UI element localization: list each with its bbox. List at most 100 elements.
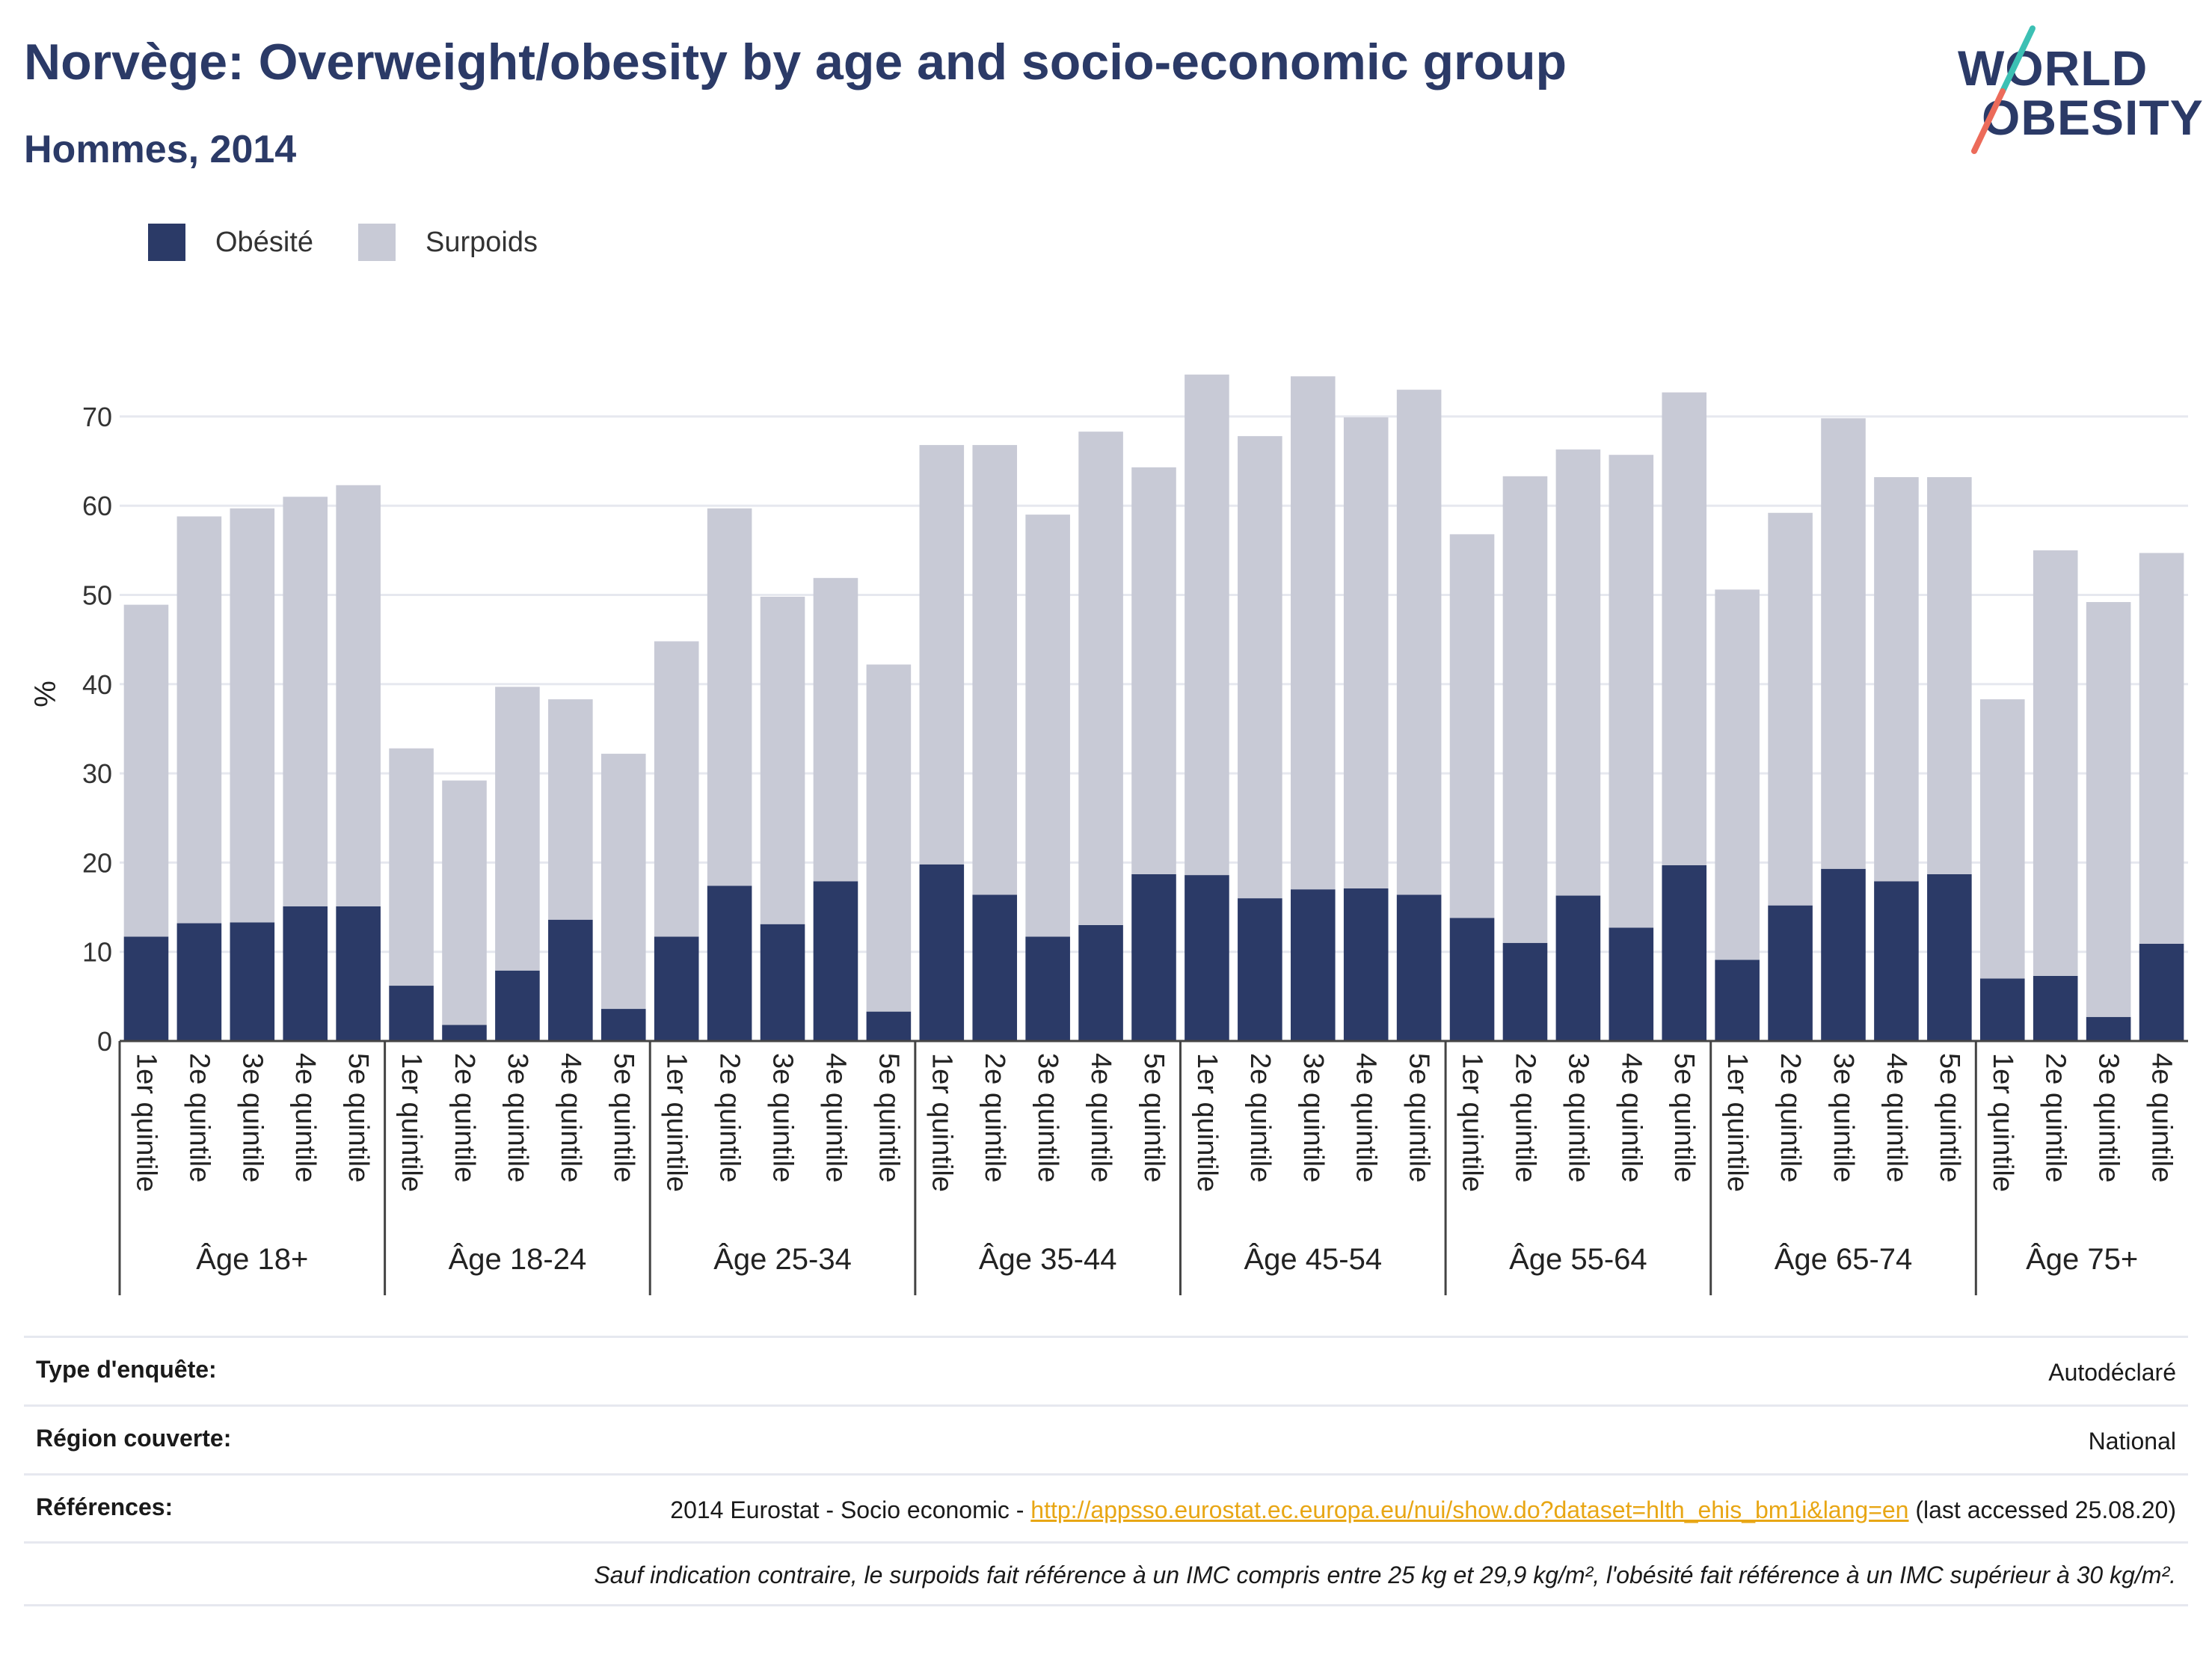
x-tick-label: 4e quintile [1881,1053,1912,1182]
bar-overweight [654,641,699,937]
bar-overweight [1768,512,1813,906]
x-tick-label: 4e quintile [1351,1053,1382,1182]
bar-obesity [1131,873,1176,1041]
x-tick-label: 2e quintile [2040,1053,2071,1182]
group-label: Âge 25-34 [713,1242,852,1276]
x-tick-label: 4e quintile [289,1053,321,1182]
bar-obesity [1821,868,1866,1041]
bar-obesity [1979,978,2025,1041]
bar-obesity [389,986,434,1041]
group-label: Âge 75+ [2026,1242,2138,1276]
bar-overweight [2033,550,2078,976]
bar-obesity [1768,905,1813,1041]
x-tick-label: 4e quintile [1085,1053,1116,1182]
legend-item-obesity[interactable]: Obésité [148,224,313,261]
x-tick-label: 3e quintile [502,1053,533,1182]
definition-note: Sauf indication contraire, le surpoids f… [594,1562,2176,1589]
references-suffix: (last accessed 25.08.20) [1908,1496,2176,1523]
x-tick-label: 3e quintile [767,1053,799,1182]
x-tick-label: 3e quintile [1297,1053,1329,1182]
logo-slash-icon [1971,25,2036,154]
bar-overweight [919,445,965,865]
x-tick-label: 5e quintile [1404,1053,1435,1182]
legend-label-obesity: Obésité [215,226,313,258]
bar-overweight [442,780,487,1025]
x-tick-label: 3e quintile [1562,1053,1594,1182]
y-tick-label: 70 [82,402,112,432]
x-tick-label: 4e quintile [555,1053,586,1182]
bar-obesity [1290,889,1336,1041]
region-value: National [2088,1427,2176,1455]
bar-overweight [972,445,1018,895]
group-label: Âge 35-44 [979,1242,1117,1276]
bar-overweight [336,485,381,906]
chart-title: Norvège: Overweight/obesity by age and s… [24,34,1567,90]
bar-overweight [123,604,169,937]
x-tick-label: 5e quintile [342,1053,374,1182]
bar-obesity [1927,873,1972,1041]
bar-overweight [600,753,646,1010]
bar-overweight [1290,376,1336,890]
bar-obesity [2086,1016,2131,1041]
bar-overweight [1662,392,1707,865]
bar-obesity [1343,888,1389,1041]
bar-overweight [1609,455,1654,928]
bar-obesity [760,924,805,1041]
x-tick-label: 5e quintile [873,1053,904,1182]
bar-obesity [1078,924,1123,1041]
references-link[interactable]: http://appsso.eurostat.ec.europa.eu/nui/… [1030,1496,1909,1523]
chart-subtitle: Hommes, 2014 [24,128,297,171]
bar-obesity [813,881,858,1041]
bar-overweight [230,508,275,923]
bar-obesity [123,936,169,1041]
bar-overweight [1185,374,1229,876]
x-tick-label: 4e quintile [820,1053,851,1182]
bar-overweight [1979,699,2025,979]
bar-overweight [1449,534,1495,918]
bar-obesity [2139,943,2184,1041]
bar-obesity [1185,875,1229,1041]
x-tick-label: 3e quintile [2093,1053,2125,1182]
legend-swatch-obesity [148,224,185,261]
bar-obesity [2033,975,2078,1041]
bar-obesity [866,1011,912,1041]
bar-overweight [1131,467,1176,874]
x-tick-label: 2e quintile [449,1053,480,1182]
x-tick-label: 1er quintile [661,1053,692,1192]
logo-line-1: WORLD [1958,40,2148,96]
legend-item-overweight[interactable]: Surpoids [357,224,538,261]
region-label: Région couverte: [36,1424,232,1452]
bar-obesity [1502,942,1548,1041]
bar-obesity [1874,881,1919,1041]
x-tick-label: 2e quintile [979,1053,1010,1182]
bar-overweight [495,687,540,971]
bar-overweight [1343,417,1389,888]
survey-type-label: Type d'enquête: [36,1356,217,1383]
y-tick-label: 50 [82,580,112,611]
bar-obesity [1396,894,1442,1041]
chart-legend: Obésité Surpoids [148,221,583,263]
y-tick-label: 10 [82,937,112,968]
bar-overweight [389,748,434,986]
group-label: Âge 55-64 [1509,1242,1647,1276]
bar-obesity [1555,895,1601,1041]
x-tick-label: 2e quintile [183,1053,215,1182]
bar-overweight [2139,553,2184,944]
group-label: Âge 65-74 [1775,1242,1913,1276]
x-tick-label: 1er quintile [1721,1053,1753,1192]
bar-overweight [1078,432,1123,925]
x-tick-label: 1er quintile [130,1053,162,1192]
bar-overweight [1025,515,1070,937]
y-tick-label: 30 [82,758,112,789]
references-label: Références: [36,1493,173,1520]
bar-overweight [1715,589,1760,960]
info-table: Type d'enquête: Autodéclaré Région couve… [24,1336,2188,1607]
info-row-references: Références: 2014 Eurostat - Socio econom… [24,1473,2188,1542]
bar-obesity [548,919,593,1041]
bar-overweight [1238,436,1282,899]
y-tick-label: 40 [82,669,112,700]
legend-label-overweight: Surpoids [425,226,538,258]
bar-overweight [760,596,805,924]
x-tick-label: 1er quintile [396,1053,427,1192]
x-tick-label: 2e quintile [714,1053,746,1182]
